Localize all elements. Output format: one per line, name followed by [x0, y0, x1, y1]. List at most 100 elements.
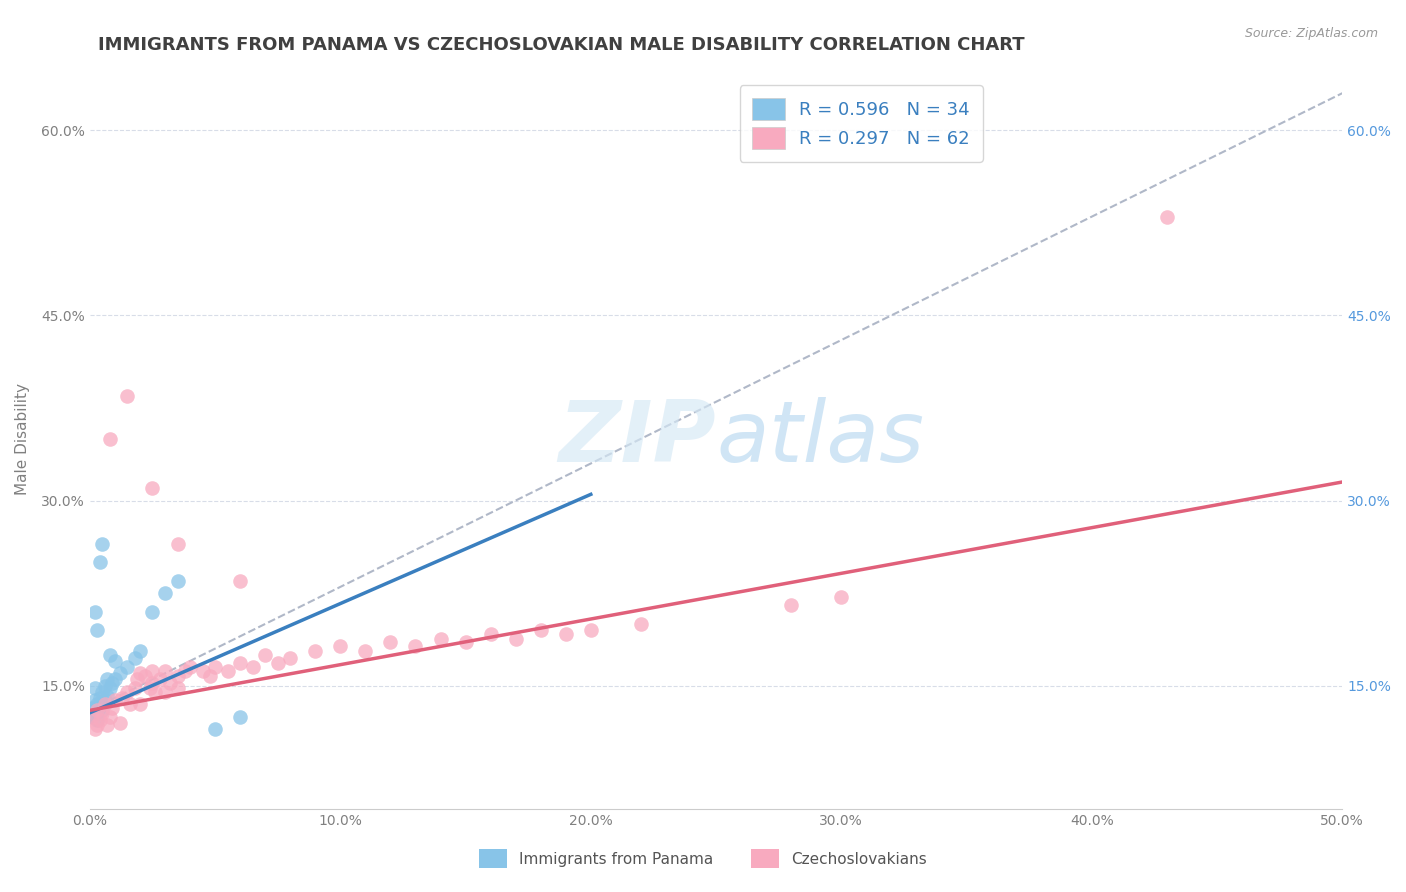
Point — [83, 703, 105, 717]
Point — [96, 718, 118, 732]
Point — [405, 639, 427, 653]
Point — [101, 701, 124, 715]
Point — [505, 632, 527, 646]
Point — [254, 648, 277, 662]
Point — [83, 693, 105, 707]
Point — [139, 681, 162, 695]
Point — [108, 666, 131, 681]
Point — [278, 651, 301, 665]
Text: atlas: atlas — [716, 397, 924, 480]
Point — [141, 481, 163, 495]
Text: Source: ZipAtlas.com: Source: ZipAtlas.com — [1244, 27, 1378, 40]
Point — [83, 681, 105, 695]
Point — [104, 673, 127, 687]
Point — [82, 709, 104, 723]
Point — [229, 709, 252, 723]
Point — [91, 537, 114, 551]
Point — [96, 689, 118, 703]
Point — [129, 697, 152, 711]
Point — [91, 703, 114, 717]
Point — [104, 654, 127, 668]
Point — [86, 713, 108, 727]
Point — [94, 693, 117, 707]
Point — [134, 669, 156, 683]
Point — [204, 660, 226, 674]
Point — [579, 623, 602, 637]
Point — [89, 555, 111, 569]
Point — [117, 660, 139, 674]
Point — [166, 681, 188, 695]
Point — [118, 697, 141, 711]
Point — [127, 673, 149, 687]
Point — [329, 639, 352, 653]
Point — [229, 574, 252, 588]
Point — [89, 713, 111, 727]
Point — [91, 685, 114, 699]
Y-axis label: Male Disability: Male Disability — [15, 383, 30, 495]
Point — [179, 660, 201, 674]
Point — [86, 697, 108, 711]
Point — [86, 703, 108, 717]
Point — [229, 657, 252, 671]
Point — [104, 693, 127, 707]
Point — [89, 699, 111, 714]
Point — [780, 599, 803, 613]
Point — [153, 685, 176, 699]
Point — [83, 722, 105, 736]
Point — [82, 701, 104, 715]
Point — [96, 673, 118, 687]
Point — [204, 722, 226, 736]
Point — [166, 537, 188, 551]
Point — [98, 648, 121, 662]
Legend: R = 0.596   N = 34, R = 0.297   N = 62: R = 0.596 N = 34, R = 0.297 N = 62 — [740, 85, 983, 161]
Point — [141, 664, 163, 678]
Point — [94, 679, 117, 693]
Point — [530, 623, 553, 637]
Point — [454, 635, 477, 649]
Text: ZIP: ZIP — [558, 397, 716, 480]
Point — [98, 432, 121, 446]
Point — [166, 669, 188, 683]
Point — [174, 664, 197, 678]
Point — [86, 623, 108, 637]
Point — [124, 651, 146, 665]
Point — [554, 627, 576, 641]
Point — [630, 616, 652, 631]
Point — [166, 574, 188, 588]
Point — [86, 706, 108, 720]
Text: IMMIGRANTS FROM PANAMA VS CZECHOSLOVAKIAN MALE DISABILITY CORRELATION CHART: IMMIGRANTS FROM PANAMA VS CZECHOSLOVAKIA… — [98, 36, 1025, 54]
Point — [479, 627, 502, 641]
Point — [153, 664, 176, 678]
Point — [98, 681, 121, 695]
Point — [111, 691, 134, 706]
Point — [191, 664, 214, 678]
Point — [117, 388, 139, 402]
Point — [141, 605, 163, 619]
Point — [129, 644, 152, 658]
Point — [267, 657, 290, 671]
Point — [1156, 210, 1178, 224]
Point — [98, 709, 121, 723]
Point — [153, 586, 176, 600]
Point — [108, 715, 131, 730]
Point — [380, 635, 402, 649]
Point — [217, 664, 239, 678]
Point — [830, 590, 852, 604]
Point — [198, 669, 221, 683]
Point — [141, 676, 163, 690]
Point — [91, 706, 114, 720]
Point — [101, 676, 124, 690]
Point — [124, 681, 146, 695]
Point — [94, 697, 117, 711]
Point — [129, 666, 152, 681]
Point — [117, 685, 139, 699]
Point — [82, 709, 104, 723]
Point — [242, 660, 264, 674]
Point — [143, 685, 166, 699]
Point — [354, 644, 377, 658]
Point — [83, 605, 105, 619]
Point — [149, 673, 172, 687]
Point — [89, 691, 111, 706]
Point — [159, 676, 181, 690]
Point — [429, 632, 451, 646]
